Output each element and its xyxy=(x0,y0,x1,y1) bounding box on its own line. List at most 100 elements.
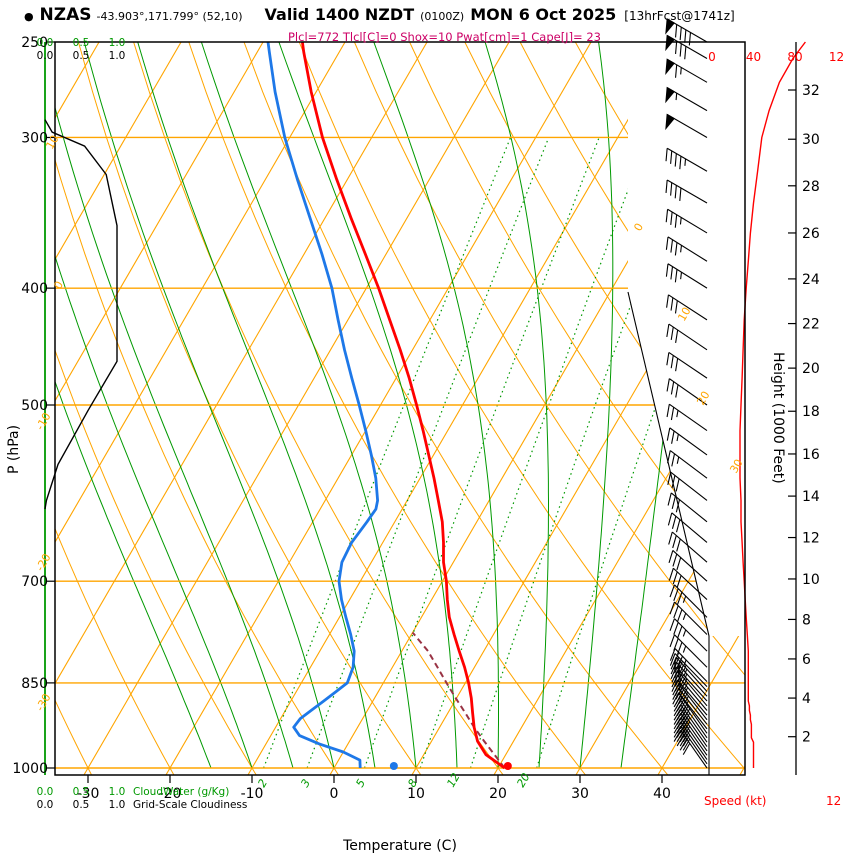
wind-barb xyxy=(669,601,708,635)
speed-tick-label: 40 xyxy=(746,50,761,64)
dry-adiabat xyxy=(583,42,745,775)
wind-barb xyxy=(665,18,708,46)
cloudwater-scale-0: 0.0 xyxy=(36,37,54,49)
height-tick-label: 30 xyxy=(802,132,820,148)
mixing-ratio-line xyxy=(306,137,550,769)
moist-adiabat xyxy=(106,42,376,769)
surface-temperature-dot xyxy=(503,762,512,770)
isotherm-line xyxy=(55,42,428,775)
height-tick-label: 18 xyxy=(802,404,820,420)
wind-barb xyxy=(666,294,708,321)
moist-adiabat xyxy=(576,42,614,769)
moist-adiabat xyxy=(620,42,698,769)
cloudiness-scale-b0: 0.0 xyxy=(36,799,54,811)
speed-tick-label: 80 xyxy=(787,50,802,64)
cloudwater-scale-1: 1.0 xyxy=(108,37,126,49)
isotherm-label: 30 xyxy=(727,457,745,476)
speed-tick-label: 0 xyxy=(708,50,716,64)
wind-barb xyxy=(665,86,708,112)
dry-adiabat xyxy=(134,42,601,775)
isotherm-line xyxy=(55,42,264,775)
wind-barb xyxy=(668,567,708,600)
dry-adiabat xyxy=(55,42,352,775)
temperature-tick-label: 40 xyxy=(653,786,671,802)
parcel-path-line xyxy=(411,631,506,769)
dry-adiabat-label: 10 xyxy=(43,133,61,152)
wind-barb xyxy=(670,661,708,697)
isotherm-line xyxy=(739,42,745,775)
wind-barb xyxy=(669,653,708,687)
pressure-tick-label: 850 xyxy=(21,676,48,692)
cloudiness-scale-0: 0.0 xyxy=(36,50,54,62)
isotherm-line xyxy=(55,42,182,775)
dry-adiabat xyxy=(55,42,268,775)
valid-date: MON 6 Oct 2025 xyxy=(470,5,617,24)
wind-barb xyxy=(665,179,708,204)
pressure-tick-label: 500 xyxy=(21,398,48,414)
temperature-curve xyxy=(301,41,506,770)
height-tick-label: 14 xyxy=(802,489,820,505)
chart-title: ● NZAS -43.903°,171.799° (52,10) Valid 1… xyxy=(24,5,735,25)
height-tick-label: 26 xyxy=(802,226,820,242)
mixing-ratio-line xyxy=(363,137,600,769)
isotherm-line xyxy=(55,42,100,775)
temperature-tick-label: 20 xyxy=(489,786,507,802)
dry-adiabat xyxy=(55,42,102,775)
grid-notch-boundary-line xyxy=(627,291,710,775)
height-tick-label: 24 xyxy=(802,272,820,288)
mixing-ratio-label: 20 xyxy=(514,771,532,790)
mixing-ratio-label: 12 xyxy=(444,771,462,790)
pressure-tick-label: 1000 xyxy=(12,761,48,777)
wind-barb xyxy=(667,492,708,523)
dry-adiabat xyxy=(733,42,745,775)
height-axis-label: Height (1000 Feet) xyxy=(770,352,786,484)
dry-adiabat xyxy=(0,0,18,794)
wind-barb xyxy=(665,147,708,172)
pressure-tick-label: 250 xyxy=(21,35,48,51)
moist-adiabat xyxy=(55,42,253,769)
dry-adiabat-label: -30 xyxy=(33,691,53,713)
cloudwater-scale-05: 0.5 xyxy=(72,37,90,49)
cloudiness-scale-1: 1.0 xyxy=(108,50,126,62)
wind-barb xyxy=(666,427,708,456)
isotherm-line xyxy=(83,42,510,775)
mixing-ratio-line xyxy=(263,137,512,769)
moist-adiabat xyxy=(55,42,212,769)
wind-barb xyxy=(668,550,708,582)
dry-adiabat xyxy=(433,42,745,775)
isotherm-label: 10 xyxy=(675,305,693,324)
height-tick-label: 6 xyxy=(802,652,811,668)
plot-border xyxy=(54,41,746,776)
barb-flag xyxy=(665,58,675,75)
barb-flag xyxy=(665,18,675,35)
wind-barb xyxy=(666,403,708,432)
pressure-tick-label: 300 xyxy=(21,130,48,146)
temperature-tick-label: 0 xyxy=(330,786,339,802)
height-tick-label: 2 xyxy=(802,730,811,746)
cloudiness-profile-line xyxy=(44,119,118,510)
cloudiness-scale-05: 0.5 xyxy=(72,50,90,62)
isotherm-line xyxy=(165,42,592,775)
wind-barb xyxy=(666,378,708,406)
mixing-ratio-label: 5 xyxy=(353,777,368,790)
wind-barb xyxy=(672,692,708,730)
height-tick-label: 10 xyxy=(802,572,820,588)
height-tick-label: 16 xyxy=(802,447,820,463)
surface-dewpoint-dot xyxy=(389,762,398,770)
isotherm-line xyxy=(411,42,745,775)
height-tick-label: 20 xyxy=(802,361,820,377)
isotherm-label: 20 xyxy=(694,389,712,408)
speed-tick-label: 12 xyxy=(829,50,844,64)
wind-barb xyxy=(670,666,708,702)
height-tick-label: 22 xyxy=(802,317,820,333)
moist-adiabat xyxy=(56,42,335,769)
dry-adiabat xyxy=(84,42,518,775)
cloudwater-axis-label: CloudWater (g/Kg) xyxy=(133,786,230,798)
wind-barb xyxy=(668,531,708,563)
isotherm-line xyxy=(657,42,745,775)
dry-adiabat xyxy=(55,42,185,775)
pressure-axis-label: P (hPa) xyxy=(6,424,22,474)
wind-barb xyxy=(669,618,708,652)
